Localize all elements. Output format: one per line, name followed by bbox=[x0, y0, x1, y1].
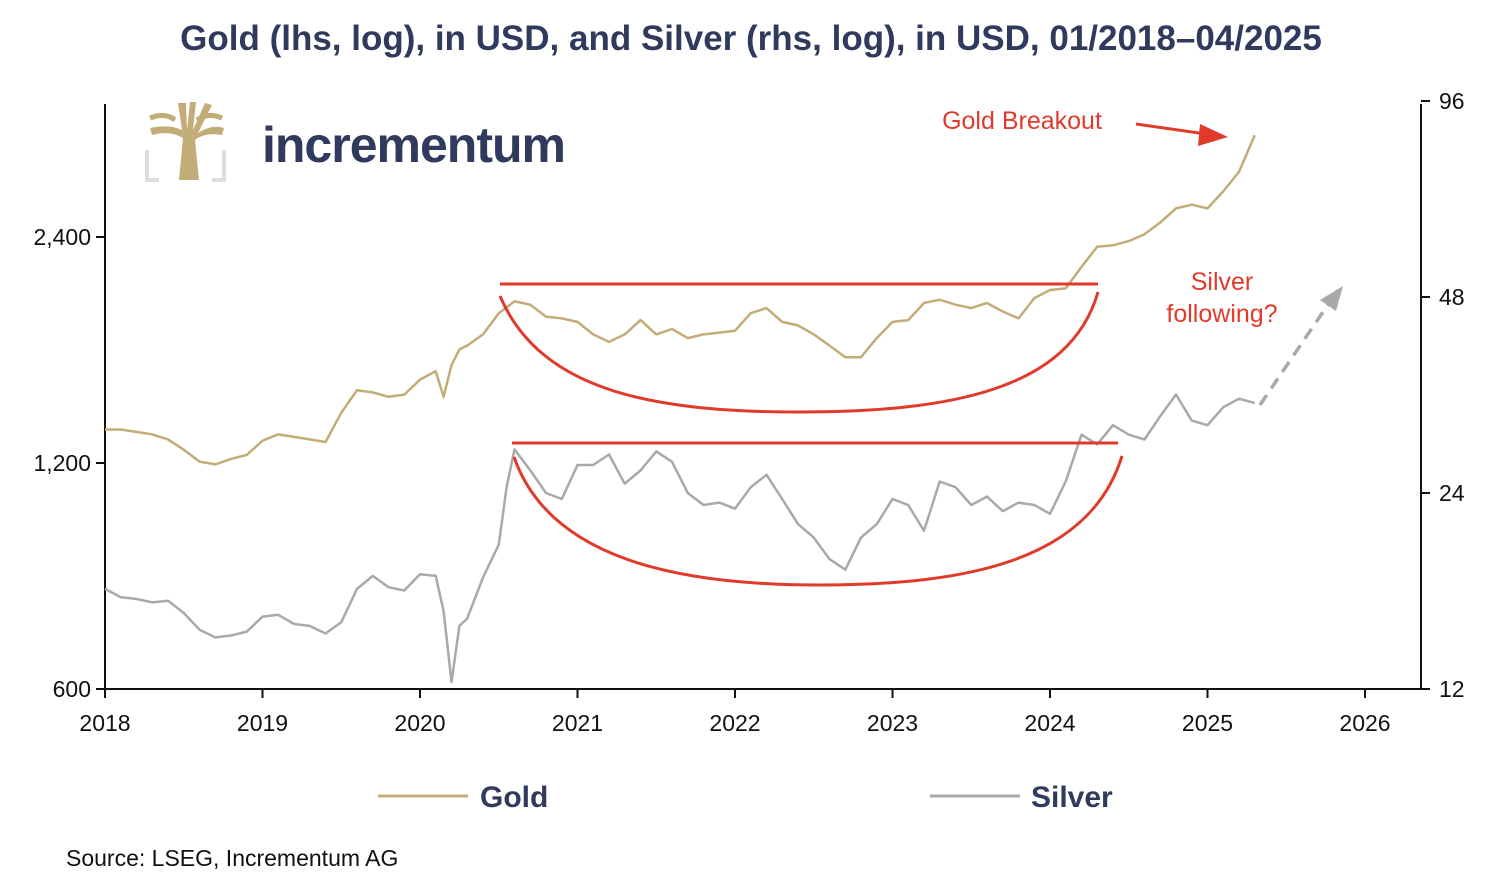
x-tick-label: 2023 bbox=[867, 710, 918, 736]
legend-label-silver: Silver bbox=[1031, 781, 1113, 814]
x-tick-label: 2018 bbox=[79, 710, 130, 736]
legend-label-gold: Gold bbox=[480, 781, 548, 814]
chart-title: Gold (lhs, log), in USD, and Silver (rhs… bbox=[180, 19, 1322, 58]
y-left-axis-ticks: 600 1,200 2,400 bbox=[33, 224, 105, 702]
y-left-tick-label: 2,400 bbox=[33, 224, 91, 250]
axes bbox=[104, 104, 1422, 690]
silver-cup-arc bbox=[512, 455, 1124, 587]
x-tick-label: 2025 bbox=[1182, 710, 1233, 736]
y-right-tick-label: 12 bbox=[1439, 676, 1465, 702]
x-tick-label: 2026 bbox=[1339, 710, 1390, 736]
tree-logo-icon bbox=[145, 102, 226, 182]
y-right-tick-label: 24 bbox=[1439, 480, 1465, 506]
y-left-tick-label: 600 bbox=[53, 676, 91, 702]
annotation-silver-following-2: following? bbox=[1166, 300, 1277, 328]
legend: Gold Silver bbox=[378, 781, 1113, 814]
x-tick-label: 2019 bbox=[237, 710, 288, 736]
x-axis-ticks: 2018 2019 2020 2021 2022 2023 2024 2025 2026 bbox=[79, 689, 1391, 736]
annotation-silver-following-1: Silver bbox=[1191, 268, 1254, 296]
y-right-tick-label: 48 bbox=[1439, 284, 1465, 310]
series-line-gold bbox=[105, 134, 1256, 466]
x-tick-label: 2024 bbox=[1024, 710, 1075, 736]
source-note: Source: LSEG, Incrementum AG bbox=[66, 845, 398, 871]
dashed-arrow-icon-silver bbox=[1258, 286, 1343, 406]
x-tick-label: 2020 bbox=[394, 710, 445, 736]
x-tick-label: 2022 bbox=[709, 710, 760, 736]
brand-name: incrementum bbox=[262, 117, 565, 173]
series-line-silver bbox=[104, 393, 1256, 684]
gold-cup-arc bbox=[498, 291, 1100, 414]
arrow-icon-gold-breakout bbox=[1135, 122, 1228, 146]
annotation-gold-breakout: Gold Breakout bbox=[942, 107, 1102, 135]
y-right-tick-label: 96 bbox=[1439, 88, 1465, 114]
x-tick-label: 2021 bbox=[552, 710, 603, 736]
cup-annotations bbox=[498, 282, 1124, 587]
y-left-tick-label: 1,200 bbox=[33, 450, 91, 476]
y-right-axis-ticks: 12 24 48 96 bbox=[1421, 88, 1465, 702]
